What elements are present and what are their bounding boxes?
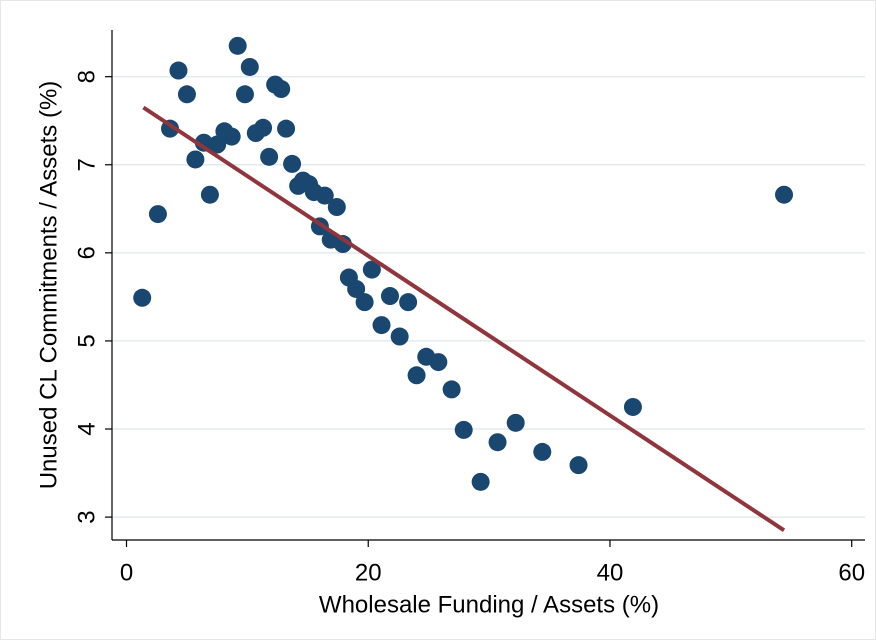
point: [407, 366, 426, 385]
point: [260, 147, 279, 166]
y-tick-label: 8: [73, 70, 100, 83]
point: [380, 287, 399, 306]
point: [333, 235, 352, 254]
x-tick-label: 40: [597, 559, 624, 586]
point: [148, 205, 167, 224]
point: [533, 442, 552, 461]
point: [372, 316, 391, 335]
point: [355, 293, 374, 312]
point: [283, 154, 302, 173]
point: [133, 288, 152, 307]
point: [362, 260, 381, 279]
point: [471, 472, 490, 491]
point: [399, 293, 418, 312]
point: [506, 413, 525, 432]
y-tick-label: 4: [73, 422, 100, 435]
x-tick-label: 20: [355, 559, 382, 586]
point: [623, 397, 642, 416]
x-tick-label: 0: [120, 559, 133, 586]
point: [442, 380, 461, 399]
point: [186, 150, 205, 169]
y-axis-label: Unused CL Commitments / Assets (%): [35, 81, 62, 490]
point: [429, 353, 448, 372]
point: [390, 327, 409, 346]
point: [177, 85, 196, 104]
point: [327, 198, 346, 217]
point: [228, 36, 247, 55]
y-tick-label: 6: [73, 246, 100, 259]
point: [240, 57, 259, 76]
point: [254, 118, 273, 137]
x-axis-label: Wholesale Funding / Assets (%): [319, 591, 659, 618]
x-tick-label: 60: [838, 559, 865, 586]
y-tick-label: 3: [73, 510, 100, 523]
point: [169, 61, 188, 80]
point: [488, 433, 507, 452]
y-tick-label: 5: [73, 334, 100, 347]
point: [222, 127, 241, 146]
point: [775, 185, 794, 204]
point: [208, 135, 227, 154]
point: [194, 133, 213, 152]
point: [315, 186, 334, 205]
point: [277, 119, 296, 138]
y-tick-label: 7: [73, 158, 100, 171]
fit-line: [142, 105, 786, 532]
point: [569, 456, 588, 475]
point: [347, 279, 366, 298]
point: [272, 80, 291, 99]
point: [200, 185, 219, 204]
point: [454, 420, 473, 439]
point: [235, 85, 254, 104]
